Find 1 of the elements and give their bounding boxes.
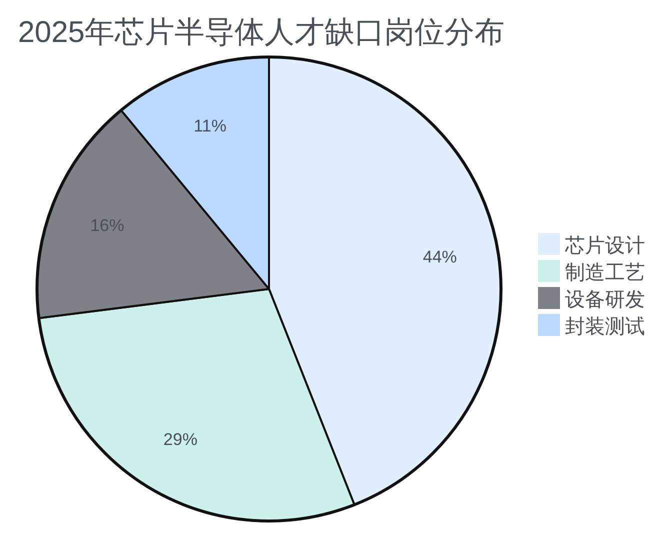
title: 2025年芯片半导体人才缺口岗位分布	[18, 16, 505, 49]
